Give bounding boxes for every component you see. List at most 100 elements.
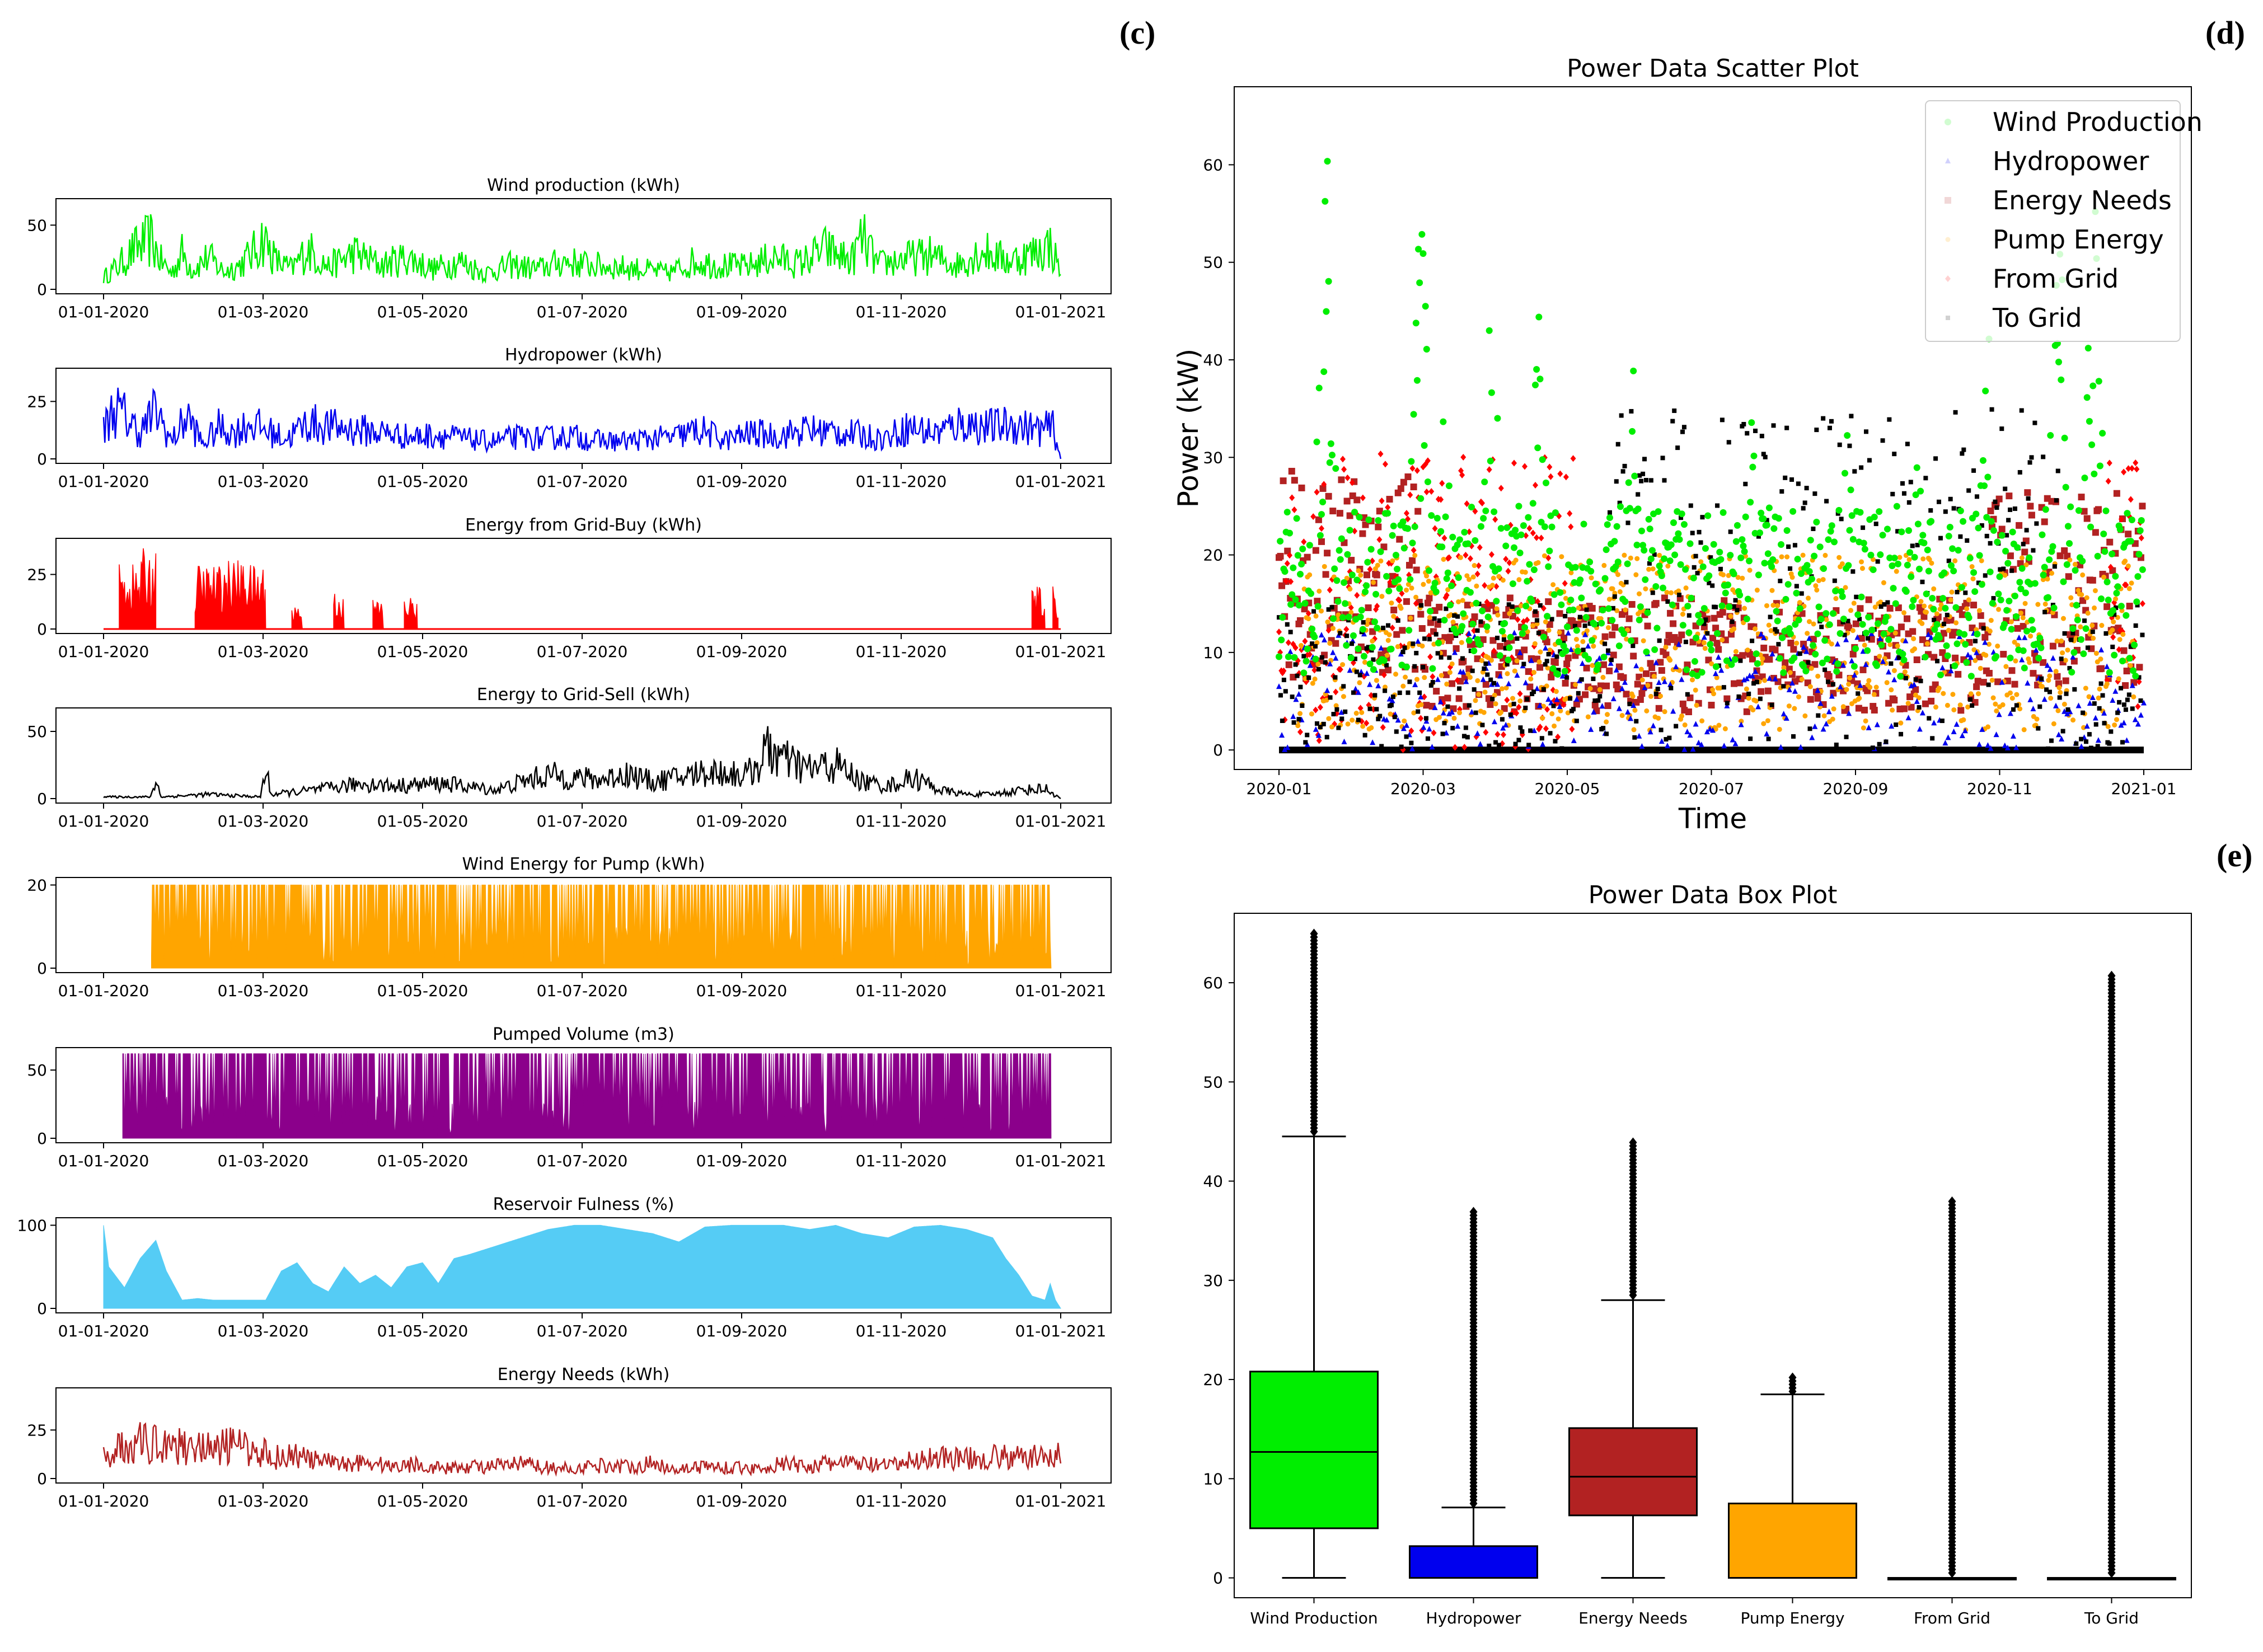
wind-production-point bbox=[1347, 654, 1355, 661]
hydropower-point bbox=[1809, 734, 1815, 740]
energy-needs-point bbox=[1324, 550, 1331, 557]
wind-production-point bbox=[1473, 599, 1480, 607]
wind-production-point bbox=[1609, 617, 1616, 624]
to-grid-point bbox=[1515, 636, 1520, 641]
to-grid-point bbox=[2074, 741, 2079, 746]
wind-production-point bbox=[1546, 547, 1553, 555]
wind-production-point bbox=[1828, 522, 1835, 529]
wind-production-point bbox=[1278, 636, 1285, 644]
pump-energy-point bbox=[2065, 647, 2070, 653]
to-grid-point bbox=[1811, 526, 1816, 531]
to-grid-point bbox=[1374, 707, 1379, 712]
wind-production-point bbox=[1972, 510, 1980, 518]
to-grid-point bbox=[1976, 580, 1981, 585]
spike-group bbox=[221, 560, 248, 630]
pump-energy-point bbox=[1906, 557, 1912, 562]
from-grid-point bbox=[1317, 703, 1323, 711]
to-grid-point bbox=[1636, 492, 1641, 497]
wind-production-point bbox=[2022, 589, 2029, 597]
wind-production-point bbox=[2013, 613, 2020, 620]
to-grid-point bbox=[1554, 654, 1559, 659]
pump-energy-point bbox=[1656, 715, 1661, 721]
energy-needs-point bbox=[2089, 576, 2096, 584]
wind-production-point bbox=[1864, 647, 1871, 654]
hydropower-point bbox=[1724, 702, 1730, 708]
wind-production-point bbox=[2078, 636, 2085, 643]
to-grid-point bbox=[1718, 566, 1723, 571]
from-grid-point bbox=[1533, 481, 1539, 489]
wind-production-point bbox=[1924, 546, 1931, 553]
to-grid-point bbox=[1750, 639, 1755, 644]
pump-energy-point bbox=[1590, 663, 1595, 668]
wind-production-point bbox=[1963, 659, 1970, 666]
wind-production-point bbox=[1439, 543, 1446, 551]
hydropower-point bbox=[1999, 679, 2005, 685]
wind-production-point bbox=[1739, 536, 1746, 543]
hydropower-point bbox=[1840, 661, 1847, 668]
wind-production-point bbox=[1622, 598, 1629, 605]
to-grid-point bbox=[1674, 724, 1679, 729]
to-grid-point bbox=[2135, 603, 2140, 608]
wind-production-point bbox=[1737, 554, 1745, 561]
pump-energy-point bbox=[1543, 619, 1548, 625]
hydropower-point bbox=[1988, 745, 1994, 751]
from-grid-point bbox=[1423, 488, 1430, 495]
y-tick-label: 0 bbox=[1213, 741, 1223, 759]
wind-production-point bbox=[1311, 633, 1318, 641]
wind-production-point bbox=[2101, 548, 2109, 555]
to-grid-point bbox=[1690, 531, 1695, 536]
energy-needs-point bbox=[1731, 680, 1738, 687]
wind-production-point bbox=[2116, 525, 2124, 533]
from-grid-point bbox=[1428, 488, 1435, 495]
pump-energy-point bbox=[1445, 587, 1451, 593]
to-grid-point bbox=[1686, 613, 1692, 618]
wind-production-point bbox=[1707, 641, 1714, 648]
pump-energy-point bbox=[1584, 628, 1590, 633]
pump-energy-point bbox=[1995, 643, 2000, 649]
wind-production-point bbox=[1753, 650, 1760, 658]
hydropower-point bbox=[1279, 732, 1285, 738]
to-grid-point bbox=[1539, 736, 1544, 741]
to-grid-point bbox=[1971, 468, 1976, 473]
energy-needs-point bbox=[2083, 515, 2091, 522]
pump-energy-point bbox=[1950, 692, 1956, 697]
hydropower-point bbox=[1491, 719, 1497, 725]
to-grid-point bbox=[1402, 645, 1407, 650]
to-grid-point bbox=[1488, 677, 1493, 682]
to-grid-point bbox=[2041, 454, 2046, 459]
pump-energy-point bbox=[2045, 576, 2050, 582]
scatter-plot: Power Data Scatter Plot01020304050602020… bbox=[1172, 54, 2203, 835]
spike-group bbox=[404, 598, 418, 630]
hydropower-point bbox=[1764, 730, 1770, 736]
hydropower-point bbox=[2129, 682, 2135, 688]
y-tick-label: 0 bbox=[37, 450, 47, 468]
hydropower-point bbox=[2101, 710, 2107, 716]
to-grid-point bbox=[1827, 425, 1832, 430]
wind-production-point bbox=[2014, 544, 2021, 551]
pump-energy-point bbox=[1933, 705, 1939, 710]
energy-needs-point bbox=[1611, 624, 1619, 631]
outlier-point bbox=[1788, 1372, 1797, 1383]
wind-production-point bbox=[1680, 521, 1688, 528]
energy-needs-point bbox=[1536, 664, 1544, 671]
to-grid-point bbox=[1568, 696, 1573, 701]
hydropower-point bbox=[1591, 708, 1597, 715]
from-grid-point bbox=[1567, 510, 1573, 517]
pump-energy-point bbox=[1411, 710, 1417, 716]
y-tick-label: 30 bbox=[1203, 448, 1223, 467]
to-grid-point bbox=[1361, 620, 1366, 625]
wind-production-point bbox=[1350, 632, 1357, 639]
wind-production-point bbox=[1405, 627, 1413, 634]
energy-needs-point bbox=[1787, 640, 1795, 647]
to-grid-point bbox=[1928, 508, 1933, 513]
wind-production-point bbox=[1695, 612, 1702, 619]
wind-production-point bbox=[1831, 538, 1838, 546]
wind-production-point bbox=[1342, 600, 1349, 607]
from-grid-point bbox=[1425, 457, 1431, 464]
wind-production-point bbox=[2139, 566, 2146, 573]
wind-production-point bbox=[1529, 500, 1536, 507]
to-grid-point bbox=[1948, 496, 1953, 501]
to-grid-point bbox=[2054, 498, 2059, 503]
to-grid-point bbox=[2057, 695, 2062, 700]
hydropower-point bbox=[1389, 697, 1395, 703]
